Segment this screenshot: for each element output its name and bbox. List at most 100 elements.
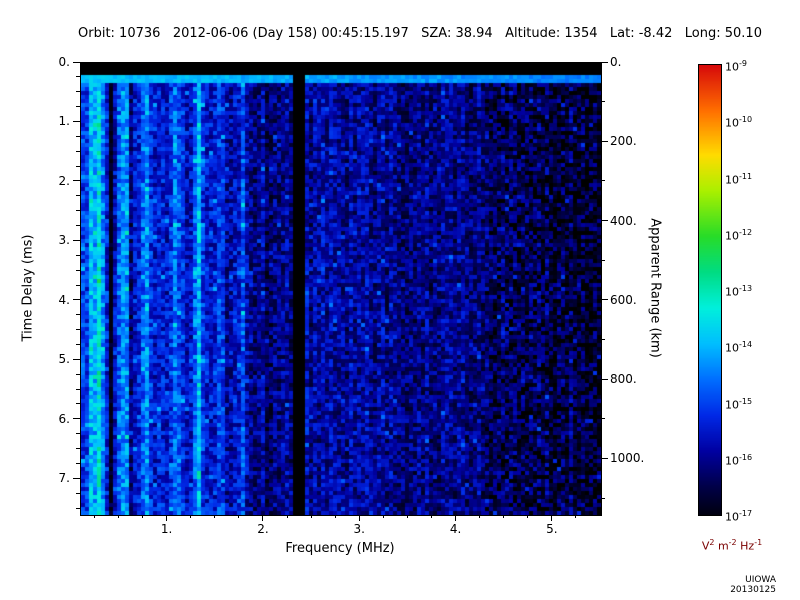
y-axis-tick-label: 1. bbox=[58, 114, 70, 129]
axis-tick bbox=[601, 140, 608, 142]
colorbar-tick-label: 10-12 bbox=[725, 227, 753, 243]
axis-tick bbox=[118, 515, 120, 518]
axis-tick bbox=[76, 210, 80, 212]
axis-tick bbox=[601, 497, 605, 499]
colorbar-tick-label: 10-11 bbox=[725, 171, 753, 187]
spectrogram-frame bbox=[80, 62, 602, 516]
axis-tick bbox=[358, 515, 360, 521]
axis-tick bbox=[575, 515, 577, 518]
x-axis-tick-label: 2. bbox=[257, 522, 269, 536]
axis-tick bbox=[73, 299, 80, 301]
axis-tick bbox=[76, 373, 80, 375]
colorbar-tick-label: 10-16 bbox=[725, 452, 753, 468]
x-axis-tick-label: 4. bbox=[449, 522, 462, 536]
axis-tick bbox=[76, 254, 80, 256]
colorbar bbox=[698, 64, 722, 516]
colorbar-tick-label: 10-14 bbox=[725, 340, 753, 355]
axis-tick bbox=[76, 150, 80, 152]
axis-tick bbox=[73, 61, 80, 63]
axis-tick bbox=[76, 448, 80, 450]
axis-tick bbox=[190, 515, 192, 518]
axis-tick bbox=[601, 259, 605, 261]
colorbar-tick-label: 10-15 bbox=[725, 396, 753, 412]
axis-tick bbox=[455, 515, 457, 521]
colorbar-units-label: V2 m-2 Hz-1 bbox=[701, 538, 763, 553]
axis-tick bbox=[76, 106, 80, 108]
axis-tick bbox=[406, 515, 408, 518]
axis-tick bbox=[76, 329, 80, 331]
axis-tick bbox=[76, 225, 80, 227]
y-axis-title-right: Apparent Range (km) bbox=[647, 218, 663, 358]
axis-tick bbox=[430, 515, 432, 518]
range-axis-tick-label: 0. bbox=[610, 55, 622, 69]
axis-tick bbox=[503, 515, 505, 518]
axis-tick bbox=[601, 220, 608, 222]
colorbar-tick-label: 10-10 bbox=[725, 115, 753, 130]
axis-tick bbox=[76, 403, 80, 405]
axis-tick bbox=[601, 101, 605, 103]
axis-tick bbox=[551, 515, 553, 521]
axis-tick bbox=[601, 299, 608, 301]
axis-tick bbox=[601, 457, 608, 459]
axis-tick bbox=[76, 507, 80, 509]
axis-tick bbox=[76, 76, 80, 78]
range-axis-tick-label: 400. bbox=[610, 213, 637, 228]
y-axis-tick-label: 6. bbox=[58, 411, 70, 426]
axis-tick bbox=[73, 477, 80, 479]
axis-tick bbox=[479, 515, 481, 518]
x-axis-title: Frequency (MHz) bbox=[285, 541, 395, 556]
range-axis-tick-label: 800. bbox=[610, 372, 637, 387]
axis-tick bbox=[142, 515, 144, 518]
axis-tick bbox=[73, 239, 80, 241]
header-field: 2012-06-06 (Day 158) 00:45:15.197 bbox=[172, 26, 409, 41]
axis-tick bbox=[527, 515, 529, 518]
header-field: Lat: -8.42 bbox=[609, 26, 673, 41]
axis-tick bbox=[76, 284, 80, 286]
y-axis-tick-label: 5. bbox=[58, 352, 70, 367]
axis-tick bbox=[334, 515, 336, 518]
axis-tick bbox=[76, 344, 80, 345]
range-axis-tick-label: 1000. bbox=[610, 451, 645, 466]
axis-tick bbox=[310, 515, 312, 518]
y-axis-tick-label: 4. bbox=[58, 292, 70, 307]
axis-tick bbox=[286, 515, 288, 518]
range-axis-tick-label: 600. bbox=[610, 292, 637, 307]
axis-tick bbox=[73, 120, 80, 122]
x-axis-tick-label: 5. bbox=[546, 522, 558, 536]
header-field: SZA: 38.94 bbox=[421, 26, 493, 41]
axis-tick bbox=[601, 418, 605, 420]
colorbar-tick-label: 10-17 bbox=[725, 509, 753, 524]
header-field: Orbit: 10736 bbox=[78, 26, 161, 41]
axis-tick bbox=[166, 515, 168, 521]
axis-tick bbox=[93, 515, 95, 518]
axis-tick bbox=[601, 339, 605, 341]
credit-text: UIOWA 20130125 bbox=[730, 575, 776, 595]
header-field: Long: 50.10 bbox=[684, 26, 762, 41]
header-field: Altitude: 1354 bbox=[505, 26, 598, 41]
axis-tick bbox=[382, 515, 384, 518]
axis-tick bbox=[76, 269, 80, 271]
range-axis-tick-label: 200. bbox=[610, 134, 637, 149]
colorbar-tick-label: 10-13 bbox=[725, 284, 753, 299]
axis-tick bbox=[214, 515, 216, 518]
y-axis-tick-label: 0. bbox=[58, 55, 70, 69]
y-axis-tick-label: 3. bbox=[58, 233, 70, 248]
axis-tick bbox=[262, 515, 264, 521]
axis-tick bbox=[76, 91, 80, 93]
axis-tick bbox=[76, 388, 80, 390]
axis-tick bbox=[76, 314, 80, 316]
y-axis-tick-label: 2. bbox=[58, 173, 70, 188]
spectrogram-canvas bbox=[81, 63, 601, 515]
axis-tick bbox=[76, 492, 80, 494]
axis-tick bbox=[238, 515, 240, 518]
y-axis-tick-label: 7. bbox=[58, 471, 70, 486]
axis-tick bbox=[76, 433, 80, 435]
x-axis-tick-label: 3. bbox=[353, 522, 365, 536]
axis-tick bbox=[601, 180, 605, 182]
axis-tick bbox=[76, 462, 80, 464]
y-axis-title-left: Time Delay (ms) bbox=[20, 234, 36, 342]
axis-tick bbox=[73, 180, 80, 182]
axis-tick bbox=[76, 165, 80, 167]
axis-tick bbox=[73, 358, 80, 360]
